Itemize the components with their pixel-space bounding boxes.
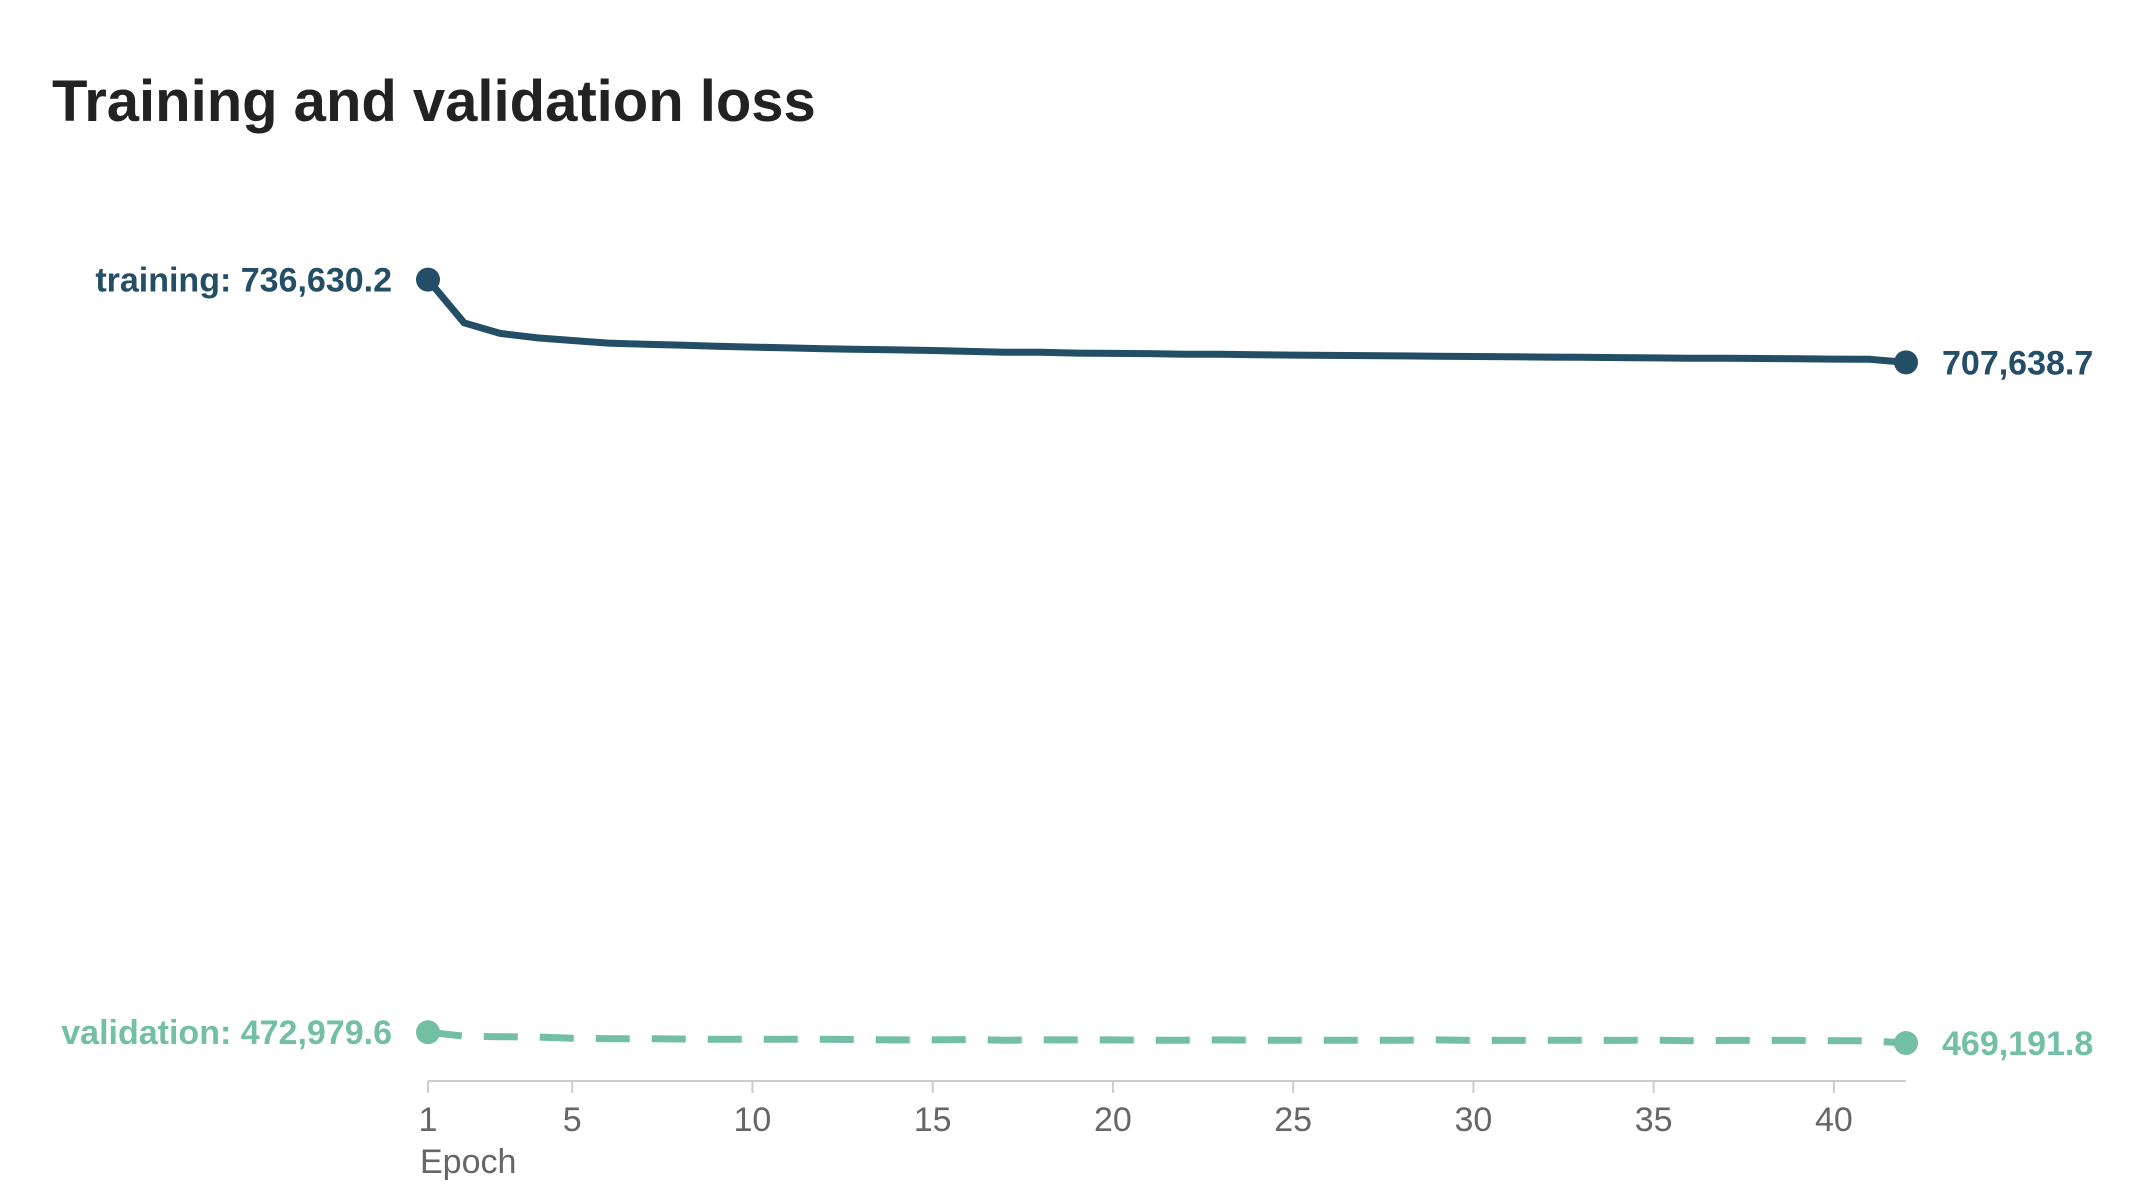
x-tick-label: 5 xyxy=(563,1101,582,1139)
training-end-label: 707,638.7 xyxy=(1942,344,2093,382)
series-layer: training: 736,630.2 707,638.7 validation: … xyxy=(61,262,2093,1063)
x-tick-label: 35 xyxy=(1635,1101,1673,1139)
training-end-point xyxy=(1894,350,1918,375)
x-tick-label: 15 xyxy=(914,1101,952,1139)
x-tick-label: 10 xyxy=(734,1101,772,1139)
x-tick-label: 1 xyxy=(419,1101,438,1139)
validation-end-label: 469,191.8 xyxy=(1942,1025,2093,1063)
x-tick-label: 30 xyxy=(1455,1101,1493,1139)
validation-end-point xyxy=(1894,1031,1918,1056)
x-axis-title: Epoch xyxy=(420,1143,516,1181)
validation-series-line xyxy=(427,1028,1907,1047)
x-tick-label: 40 xyxy=(1815,1101,1853,1139)
validation-start-label: validation: 472,979.6 xyxy=(61,1014,392,1052)
training-series-line xyxy=(424,276,1910,366)
x-tick-label: 25 xyxy=(1274,1101,1312,1139)
training-start-point xyxy=(416,267,440,292)
x-axis: 1 5 10 15 20 25 30 35 40 xyxy=(419,1080,1906,1139)
training-start-label: training: 736,630.2 xyxy=(95,262,392,300)
validation-start-point xyxy=(416,1020,440,1045)
chart-title: Training and validation loss xyxy=(52,69,816,134)
x-tick-label: 20 xyxy=(1094,1101,1132,1139)
